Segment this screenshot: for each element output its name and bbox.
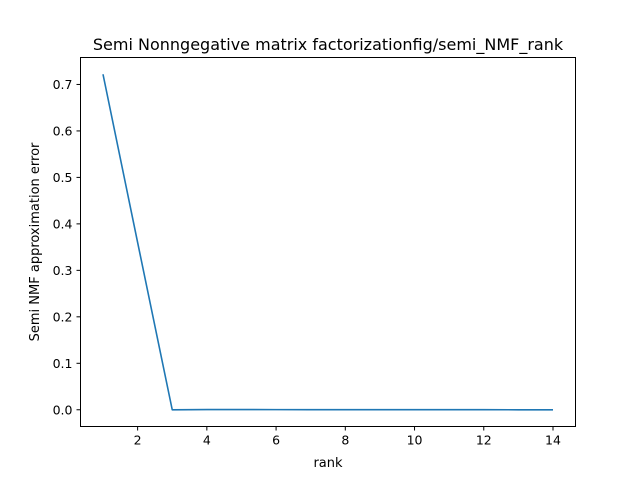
plot-area: 2 4 6 8 10 12 14 0.0 0.1 0.2 0.3 0.4 0.5 0.6 0.7: [53, 74, 561, 448]
x-tick-label: 6: [272, 433, 280, 448]
x-tick-label: 8: [341, 433, 349, 448]
y-axis-label: Semi NMF approximation error: [28, 142, 43, 341]
y-tick-label: 0.4: [53, 216, 73, 231]
y-tick-label: 0.2: [53, 309, 73, 324]
x-tick-label: 10: [407, 433, 423, 448]
y-tick-label: 0.3: [53, 263, 73, 278]
y-tick-label: 0.1: [53, 356, 73, 371]
x-axis-label: rank: [313, 456, 343, 471]
x-tick-label: 4: [203, 433, 211, 448]
chart-title: Semi Nonngegative matrix factorizationfi…: [93, 35, 564, 55]
y-tick-label: 0.7: [53, 77, 73, 92]
y-tick-label: 0.6: [53, 123, 73, 138]
y-tick-label: 0.0: [53, 402, 73, 417]
x-tick-label: 14: [545, 433, 561, 448]
x-tick-label: 12: [476, 433, 492, 448]
y-tick-label: 0.5: [53, 170, 73, 185]
x-tick-label: 2: [134, 433, 142, 448]
axes-frame: [80, 57, 576, 427]
series-line: [102, 74, 553, 411]
